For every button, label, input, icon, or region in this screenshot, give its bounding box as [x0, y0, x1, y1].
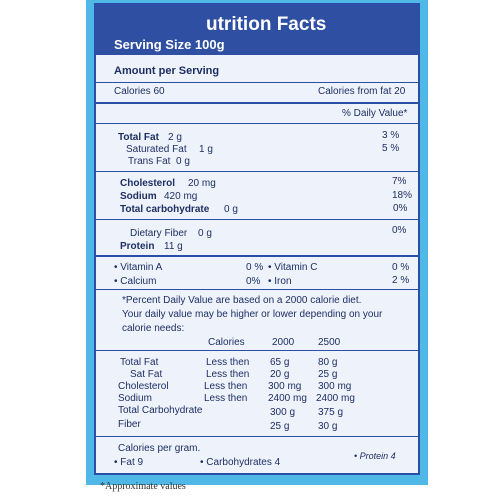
footnote-line: calorie needs:	[122, 323, 185, 334]
protein-per-gram: • Protein 4	[354, 451, 396, 461]
calcium: • Calcium	[114, 276, 157, 287]
carbohydrates-per-gram: • Carbohydrates 4	[200, 457, 281, 468]
vitamin-a-dv: 0 %	[246, 262, 264, 273]
label-title: utrition Facts	[206, 14, 327, 35]
divider	[96, 171, 418, 172]
iron: • Iron	[268, 276, 292, 287]
divider	[96, 102, 418, 104]
vitamin-c-dv: 0 %	[392, 262, 410, 273]
ref-header-2000: 2000	[272, 337, 295, 348]
ref-header-2500: 2500	[318, 337, 341, 348]
fat-per-gram: • Fat 9	[114, 457, 144, 468]
divider	[96, 219, 418, 220]
approximate-note: *Approximate values	[100, 481, 186, 492]
calcium-dv: 0%	[246, 276, 261, 287]
calories-from-fat: Calories from fat 20	[318, 86, 406, 97]
footnote-line: *Percent Daily Value are based on a 2000…	[122, 295, 362, 306]
divider	[96, 436, 418, 437]
divider	[96, 123, 418, 124]
amount-per-serving: Amount per Serving	[114, 65, 220, 77]
divider	[96, 82, 418, 83]
divider	[96, 255, 418, 257]
daily-value-header: % Daily Value*	[342, 108, 408, 119]
nutrition-facts-panel: utrition Facts Serving Size 100g Amount …	[94, 3, 420, 475]
serving-size: Serving Size 100g	[114, 37, 225, 52]
footnote-line: Your daily value may be higher or lower …	[122, 309, 383, 320]
calories-per-gram-title: Calories per gram.	[118, 443, 201, 454]
iron-dv: 2 %	[392, 275, 410, 286]
divider	[96, 289, 418, 290]
calories: Calories 60	[114, 86, 165, 97]
divider	[96, 350, 418, 351]
vitamin-a: • Vitamin A	[114, 262, 163, 273]
ref-header-calories: Calories	[208, 337, 245, 348]
label-header	[96, 5, 418, 55]
vitamin-c: • Vitamin C	[268, 262, 318, 273]
